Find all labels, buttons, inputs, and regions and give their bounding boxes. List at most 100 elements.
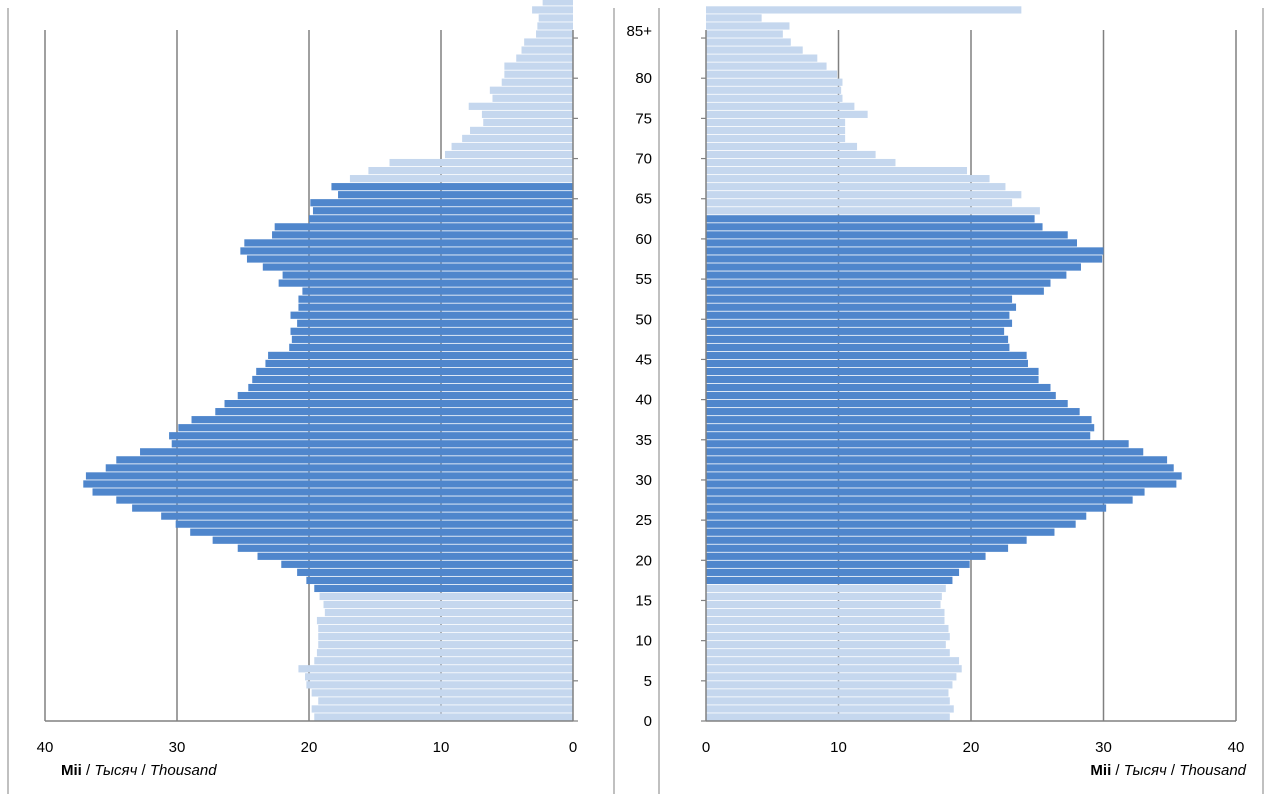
right-bar-age-71 bbox=[706, 142, 858, 151]
left-unit-label: Mii / Тысяч / Thousand bbox=[61, 762, 217, 779]
right-bar-age-85+ bbox=[706, 30, 783, 38]
left-bar-age-58 bbox=[240, 247, 574, 255]
right-bar-age-7 bbox=[706, 657, 960, 665]
left-bar-age-48 bbox=[290, 327, 573, 335]
right-bar-age-41 bbox=[706, 383, 1051, 392]
right-bar-age-55 bbox=[706, 271, 1067, 279]
left-bar-age-10 bbox=[318, 633, 573, 641]
left-bar-age-21 bbox=[237, 544, 573, 552]
age-tick-label: 70 bbox=[635, 151, 652, 168]
right-bar-age-59 bbox=[706, 239, 1077, 247]
left-bar-age-2 bbox=[318, 697, 573, 705]
left-x-tick-label: 20 bbox=[301, 739, 318, 756]
left-bar-age-68 bbox=[368, 166, 573, 175]
left-x-tick-label: 30 bbox=[169, 739, 186, 756]
left-bar-age-3 bbox=[311, 689, 573, 697]
left-bar-age-51 bbox=[298, 303, 573, 311]
left-bar-age-15 bbox=[319, 592, 573, 601]
right-bar-age-58 bbox=[706, 247, 1104, 255]
age-tick-label: 45 bbox=[635, 351, 652, 368]
right-bar-age-14 bbox=[706, 600, 941, 609]
age-tick-label: 20 bbox=[635, 552, 652, 569]
right-bar-age-30 bbox=[706, 472, 1182, 480]
right-bar-age-26 bbox=[706, 504, 1107, 512]
left-bar-age-19 bbox=[281, 560, 573, 568]
right-bar-age-50 bbox=[706, 311, 1010, 319]
left-bar-age-23 bbox=[190, 528, 573, 536]
left-bar-age-59 bbox=[244, 239, 573, 247]
right-bar-age-25 bbox=[706, 512, 1087, 520]
right-bar-age-64 bbox=[706, 199, 1013, 207]
left-bar-age-45 bbox=[268, 351, 573, 360]
left-bar-age-0 bbox=[314, 713, 573, 721]
left-bar-age-76 bbox=[468, 102, 573, 110]
right-bar-age-undefined bbox=[706, 6, 1022, 14]
left-bar-age-52 bbox=[298, 295, 573, 303]
right-bar-age-32 bbox=[706, 456, 1168, 464]
age-tick-label: 30 bbox=[635, 472, 652, 489]
left-bar-age-7 bbox=[314, 657, 573, 665]
left-bar-age-6 bbox=[298, 665, 573, 673]
right-x-tick-label: 40 bbox=[1228, 739, 1245, 756]
age-tick-label: 10 bbox=[635, 633, 652, 650]
right-bar-age-27 bbox=[706, 496, 1133, 504]
right-bar-age-54 bbox=[706, 279, 1051, 287]
right-x-tick-label: 20 bbox=[963, 739, 980, 756]
left-bar-age-55 bbox=[282, 271, 573, 279]
left-bar-age-41 bbox=[248, 383, 573, 392]
left-bar-age-36 bbox=[178, 424, 573, 432]
left-bar-age-31 bbox=[105, 464, 573, 472]
right-bar-age-77 bbox=[706, 94, 843, 102]
left-x-tick-label: 40 bbox=[37, 739, 54, 756]
age-tick-label: 50 bbox=[635, 311, 652, 328]
left-bar-age-30 bbox=[85, 472, 574, 480]
left-bar-age-75 bbox=[481, 110, 573, 118]
right-bar-age-undefined bbox=[706, 22, 790, 30]
left-bar-age-20 bbox=[257, 552, 573, 560]
left-bar-age-13 bbox=[324, 608, 573, 617]
age-tick-label: 5 bbox=[644, 673, 652, 690]
left-bar-age-81 bbox=[504, 62, 573, 70]
right-bar-age-51 bbox=[706, 303, 1017, 311]
right-bar-age-52 bbox=[706, 295, 1013, 303]
right-bar-age-65 bbox=[706, 191, 1022, 199]
right-bar-age-47 bbox=[706, 335, 1009, 343]
right-x-tick-label: 10 bbox=[830, 739, 847, 756]
right-bar-age-18 bbox=[706, 568, 960, 576]
right-bar-age-82 bbox=[706, 54, 818, 62]
left-bar-age-32 bbox=[116, 456, 573, 464]
right-bar-age-13 bbox=[706, 608, 945, 617]
right-unit-label: Mii / Тысяч / Thousand bbox=[1090, 762, 1246, 779]
right-bar-age-61 bbox=[706, 223, 1043, 231]
left-bar-age-25 bbox=[161, 512, 573, 520]
right-x-tick-label: 30 bbox=[1095, 739, 1112, 756]
left-bar-age-38 bbox=[215, 408, 573, 416]
right-bar-age-68 bbox=[706, 166, 968, 175]
left-bar-age-85+ bbox=[536, 30, 573, 38]
left-bar-age-83 bbox=[521, 46, 573, 54]
left-bar-age-77 bbox=[492, 94, 573, 102]
right-bar-age-39 bbox=[706, 400, 1068, 408]
left-bar-age-39 bbox=[224, 400, 573, 408]
right-bar-age-73 bbox=[706, 126, 846, 135]
left-bar-age-34 bbox=[171, 440, 573, 448]
right-bar-age-36 bbox=[706, 424, 1095, 432]
right-bar-age-24 bbox=[706, 520, 1076, 528]
age-tick-label: 0 bbox=[644, 713, 652, 730]
right-bar-age-3 bbox=[706, 689, 949, 697]
right-bar-age-69 bbox=[706, 158, 896, 167]
left-bar-age-26 bbox=[132, 504, 573, 512]
right-bar-age-6 bbox=[706, 665, 962, 673]
right-x-tick-label: 0 bbox=[702, 739, 710, 756]
age-tick-label: 75 bbox=[635, 110, 652, 127]
left-bar-age-49 bbox=[297, 319, 573, 327]
right-bar-age-70 bbox=[706, 150, 876, 159]
age-tick-label: 65 bbox=[635, 191, 652, 208]
left-bar-age-44 bbox=[265, 359, 573, 368]
left-bar-age-37 bbox=[191, 416, 573, 424]
right-bar-age-10 bbox=[706, 633, 950, 641]
left-bar-age-78 bbox=[489, 86, 573, 94]
left-bar-age-74 bbox=[483, 118, 573, 127]
right-bar-age-56 bbox=[706, 263, 1081, 271]
right-bar-age-29 bbox=[706, 480, 1177, 488]
